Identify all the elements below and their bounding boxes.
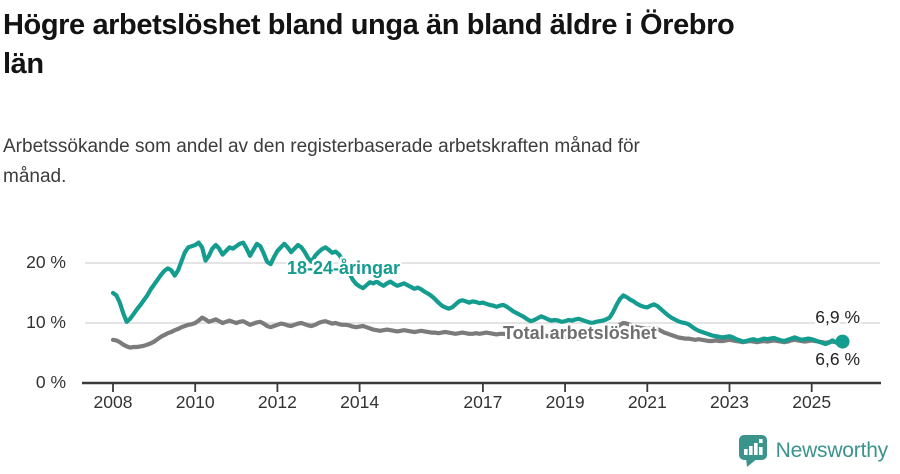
newsworthy-logo: Newsworthy bbox=[738, 434, 888, 468]
total-series-line bbox=[110, 315, 845, 350]
series-label-youth: 18-24-åringar bbox=[287, 258, 401, 278]
page-title-line-2: län bbox=[3, 48, 44, 80]
x-axis-label: 2023 bbox=[710, 392, 749, 412]
y-axis-label: 20 % bbox=[26, 252, 66, 272]
x-axis-label: 2014 bbox=[340, 392, 380, 412]
latest-value-dot bbox=[835, 334, 850, 349]
page-title: Högre arbetslöshet bland unga än bland ä… bbox=[3, 6, 883, 84]
y-axis-label: 10 % bbox=[26, 312, 66, 332]
chart-subtitle: Arbetssökande som andel av den registerb… bbox=[3, 132, 823, 192]
page-title-line-1: Högre arbetslöshet bland unga än bland ä… bbox=[3, 9, 735, 41]
x-axis-label: 2008 bbox=[93, 392, 133, 412]
end-value-label-total: 6,6 % bbox=[815, 349, 860, 369]
y-axis-label: 0 % bbox=[35, 372, 66, 392]
end-value-label-youth: 6,9 % bbox=[815, 307, 860, 327]
chart-subtitle-line-1: Arbetssökande som andel av den registerb… bbox=[3, 136, 640, 157]
x-axis-label: 2021 bbox=[627, 392, 667, 412]
x-axis-label: 2017 bbox=[463, 392, 503, 412]
series-label-total: Total arbetslöshet bbox=[503, 323, 657, 343]
x-axis-label: 2012 bbox=[257, 392, 297, 412]
youth-series-line bbox=[110, 240, 845, 347]
chart-subtitle-line-2: månad. bbox=[3, 166, 67, 187]
x-axis-label: 2025 bbox=[792, 392, 832, 412]
x-axis-label: 2019 bbox=[545, 392, 585, 412]
newsworthy-logo-text: Newsworthy bbox=[775, 439, 889, 462]
newsworthy-bar-chart-icon bbox=[738, 435, 767, 467]
x-axis-label: 2010 bbox=[175, 392, 215, 412]
